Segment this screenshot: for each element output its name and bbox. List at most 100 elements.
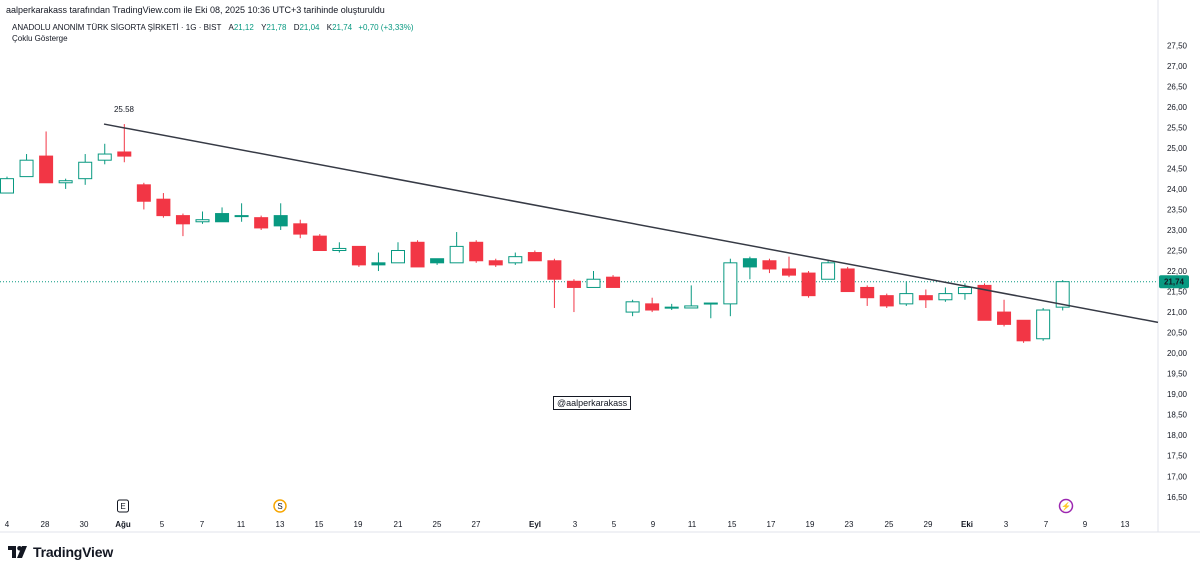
candle-body <box>742 258 757 268</box>
candle-body <box>938 293 953 301</box>
candle-body <box>782 268 796 276</box>
candle-body <box>664 306 679 309</box>
dividend-marker-letter: S <box>277 502 282 511</box>
candle-body <box>273 215 288 227</box>
candle-body <box>860 286 875 299</box>
trendline[interactable]: 25.58 <box>103 105 1159 324</box>
candle-body <box>430 258 445 264</box>
candle-body <box>469 241 484 262</box>
candle-body <box>703 302 718 305</box>
tradingview-wordmark: TradingView <box>33 544 114 560</box>
time-tick-label: 30 <box>80 520 89 529</box>
candle-body <box>0 178 14 194</box>
candle-body <box>254 217 269 229</box>
time-tick-label: 21 <box>394 520 403 529</box>
candle-body <box>918 295 933 301</box>
candle-body <box>723 262 738 305</box>
price-tick-label: 18,00 <box>1167 431 1188 440</box>
candle-body <box>488 260 503 266</box>
candle-body <box>586 278 601 288</box>
time-tick-label: 3 <box>1004 520 1009 529</box>
time-tick-label: 13 <box>276 520 285 529</box>
tradingview-logo-icon <box>8 546 27 558</box>
last-price-badge: 21,74 <box>1159 275 1189 289</box>
candle-body <box>684 305 699 309</box>
candle-body <box>1016 319 1031 342</box>
time-tick-label: 5 <box>160 520 165 529</box>
earnings-marker-letter: E <box>120 502 125 511</box>
price-tick-label: 21,00 <box>1167 308 1188 317</box>
price-tick-label: 17,50 <box>1167 452 1188 461</box>
ohlc-high-key: Y <box>261 23 267 32</box>
tradingview-logo[interactable]: TradingView <box>8 544 113 560</box>
last-price-badge-bg <box>1159 275 1189 289</box>
candle-body <box>136 184 151 202</box>
time-tick-label: 17 <box>767 520 776 529</box>
time-tick-label: 19 <box>806 520 815 529</box>
price-tick-label: 19,50 <box>1167 370 1188 379</box>
candle-body <box>234 215 249 218</box>
time-tick-label: 11 <box>688 520 697 529</box>
time-axis[interactable]: 4 28 30 Ağu 5 7 11 13 15 19 21 25 27 Eyl 3 5 9 11 15 17 19 23… <box>5 520 1130 529</box>
price-tick-label: 22,00 <box>1167 267 1188 276</box>
candle-body <box>566 280 581 288</box>
price-tick-label: 24,50 <box>1167 164 1188 173</box>
time-tick-label: 9 <box>1083 520 1088 529</box>
price-tick-label: 22,50 <box>1167 247 1188 256</box>
candle-body <box>371 262 386 266</box>
price-tick-label: 24,00 <box>1167 185 1188 194</box>
ohlc-high-value: 21,78 <box>266 23 287 32</box>
candle-body <box>997 311 1012 325</box>
time-tick-label: 9 <box>651 520 656 529</box>
time-tick-label: 7 <box>1044 520 1049 529</box>
time-tick-label: 7 <box>200 520 205 529</box>
price-tick-label: 17,00 <box>1167 472 1188 481</box>
candle-body <box>97 153 112 161</box>
price-tick-label: 16,50 <box>1167 493 1188 502</box>
time-tick-label: Eki <box>961 520 973 529</box>
price-tick-label: 23,00 <box>1167 226 1188 235</box>
candle-body <box>391 250 405 264</box>
candle-body <box>332 247 347 252</box>
peak-annotation-label: 25.58 <box>114 105 135 114</box>
candle-body <box>19 159 34 178</box>
symbol-name[interactable]: ANADOLU ANONİM TÜRK SİGORTA ŞİRKETİ · 1G… <box>12 23 222 32</box>
dividend-marker <box>273 499 287 513</box>
time-tick-label: 29 <box>924 520 933 529</box>
candle-body <box>821 262 836 280</box>
price-tick-label: 27,00 <box>1167 62 1188 71</box>
candle-body <box>606 276 621 288</box>
ohlc-close-key: K <box>326 23 333 32</box>
candles <box>0 124 1070 343</box>
indicators-label[interactable]: Çoklu Gösterge <box>12 34 68 43</box>
last-price-badge-label: 21,74 <box>1164 278 1185 287</box>
candle-body <box>58 180 73 184</box>
time-tick-label: Eyl <box>529 520 541 529</box>
time-tick-label: 11 <box>237 520 246 529</box>
ohlc-close-value: 21,74 <box>332 23 353 32</box>
price-axis[interactable]: 16,50 17,00 17,50 18,00 18,50 19,00 19,50 20,00… <box>1167 41 1188 502</box>
price-change: +0,70 (+3,33%) <box>358 23 414 32</box>
candle-body <box>410 241 425 268</box>
time-tick-label: 25 <box>885 520 894 529</box>
candle-body <box>645 303 660 311</box>
earnings-marker <box>117 499 129 513</box>
candle-body <box>39 155 54 184</box>
candle-body <box>625 301 640 313</box>
candle-body <box>527 252 542 262</box>
candle-body <box>508 256 523 264</box>
candle-body <box>195 219 210 223</box>
time-tick-label: 15 <box>728 520 737 529</box>
candle-body <box>78 161 93 180</box>
ohlc-low-value: 21,04 <box>299 23 320 32</box>
time-tick-label: 3 <box>573 520 578 529</box>
ohlc-open-key: A <box>228 23 234 32</box>
news-marker <box>1058 498 1074 514</box>
candle-body <box>175 215 190 225</box>
candle-body <box>879 295 894 307</box>
candle-body <box>899 293 914 305</box>
candle-body <box>957 286 972 295</box>
price-tick-label: 19,00 <box>1167 390 1188 399</box>
price-tick-label: 20,00 <box>1167 349 1188 358</box>
